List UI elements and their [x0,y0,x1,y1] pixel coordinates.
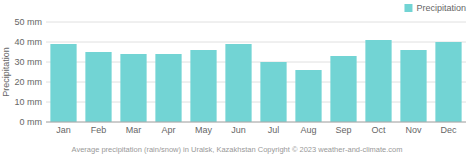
x-axis: Jan Feb Mar Apr May Jun Jul Aug Sep Oct Nov Dec [46,122,466,135]
x-tick-label: Nov [405,125,422,135]
bar [85,52,111,122]
bar [190,50,216,122]
bar [330,56,356,122]
legend-label: Precipitation [416,3,466,13]
y-tick-label: 40 mm [14,37,42,47]
legend: Precipitation [404,3,466,13]
chart-container: 0 mm 10 mm 20 mm 30 mm 40 mm 50 mm Precipitati… [0,0,474,156]
bar [50,44,76,122]
x-tick-label: Jan [56,125,71,135]
bar [295,70,321,122]
caption: Average precipitation (rain/snow) in Ura… [72,145,403,154]
bar [155,54,181,122]
bar [365,40,391,122]
x-tick-label: Feb [91,125,107,135]
y-tick-label: 50 mm [14,17,42,27]
bar [225,44,251,122]
y-tick-label: 20 mm [14,77,42,87]
y-tick-label: 30 mm [14,57,42,67]
x-tick-label: Aug [300,125,316,135]
bar [120,54,146,122]
grid-line [46,22,466,23]
x-axis-line [46,122,466,123]
y-tick-label: 10 mm [14,97,42,107]
x-tick-label: Jun [231,125,246,135]
x-tick-label: Sep [335,125,351,135]
x-tick-label: Apr [161,125,175,135]
bar [260,62,286,122]
chart: 0 mm 10 mm 20 mm 30 mm 40 mm 50 mm Precipitati… [0,0,474,156]
x-tick-label: Oct [371,125,386,135]
legend-swatch [404,4,412,12]
bar [435,42,461,122]
x-tick-label: Mar [126,125,142,135]
x-tick-label: May [195,125,213,135]
grid-line [46,42,466,43]
x-tick-label: Jul [268,125,280,135]
x-tick-label: Dec [440,125,457,135]
y-axis: 0 mm 10 mm 20 mm 30 mm 40 mm 50 mm [14,17,466,127]
bars [50,40,461,122]
y-tick-label: 0 mm [20,117,43,127]
bar [400,50,426,122]
y-axis-label: Precipitation [1,47,11,97]
grid-line [46,122,466,123]
